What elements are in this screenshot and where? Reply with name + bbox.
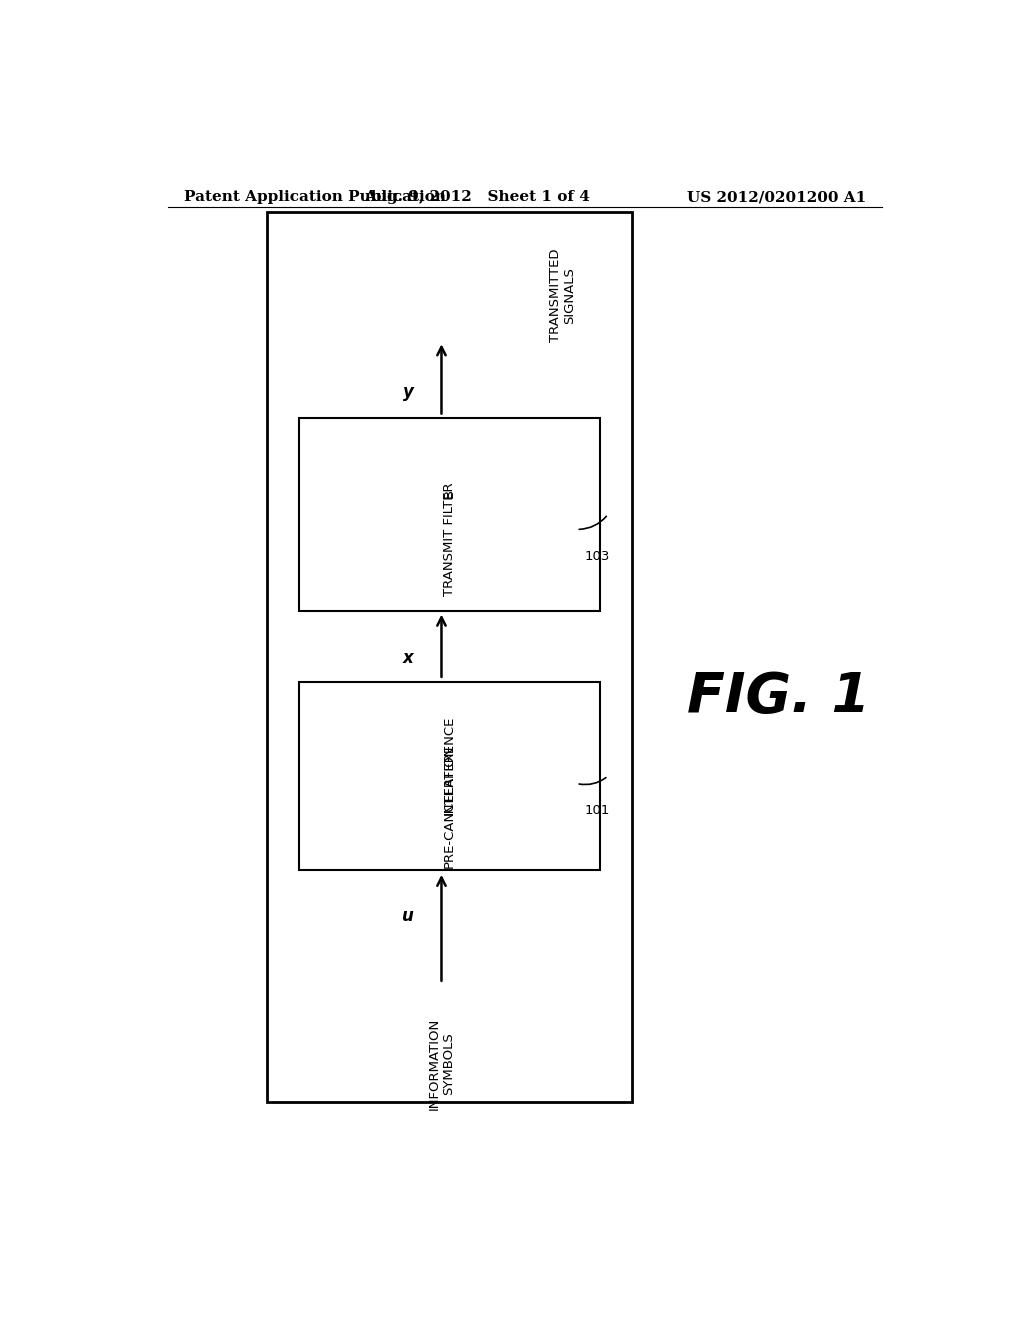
Text: 103: 103	[585, 549, 609, 562]
Text: FIG. 1: FIG. 1	[687, 671, 870, 725]
Text: B: B	[443, 490, 456, 499]
Text: TRANSMITTED
SIGNALS: TRANSMITTED SIGNALS	[549, 249, 577, 342]
Text: u: u	[401, 907, 414, 924]
FancyBboxPatch shape	[299, 417, 600, 611]
Text: TRANSMIT FILTER: TRANSMIT FILTER	[443, 483, 456, 597]
Text: INTERFERENCE: INTERFERENCE	[443, 715, 456, 816]
Text: y: y	[402, 383, 414, 401]
Text: 101: 101	[585, 804, 609, 817]
Text: US 2012/0201200 A1: US 2012/0201200 A1	[687, 190, 866, 205]
Text: Aug. 9, 2012   Sheet 1 of 4: Aug. 9, 2012 Sheet 1 of 4	[365, 190, 590, 205]
Text: x: x	[403, 649, 414, 668]
Text: PRE-CANCELATION: PRE-CANCELATION	[443, 744, 456, 869]
FancyBboxPatch shape	[299, 682, 600, 870]
Text: INFORMATION
SYMBOLS: INFORMATION SYMBOLS	[427, 1018, 456, 1110]
FancyBboxPatch shape	[267, 213, 632, 1102]
Text: Patent Application Publication: Patent Application Publication	[183, 190, 445, 205]
